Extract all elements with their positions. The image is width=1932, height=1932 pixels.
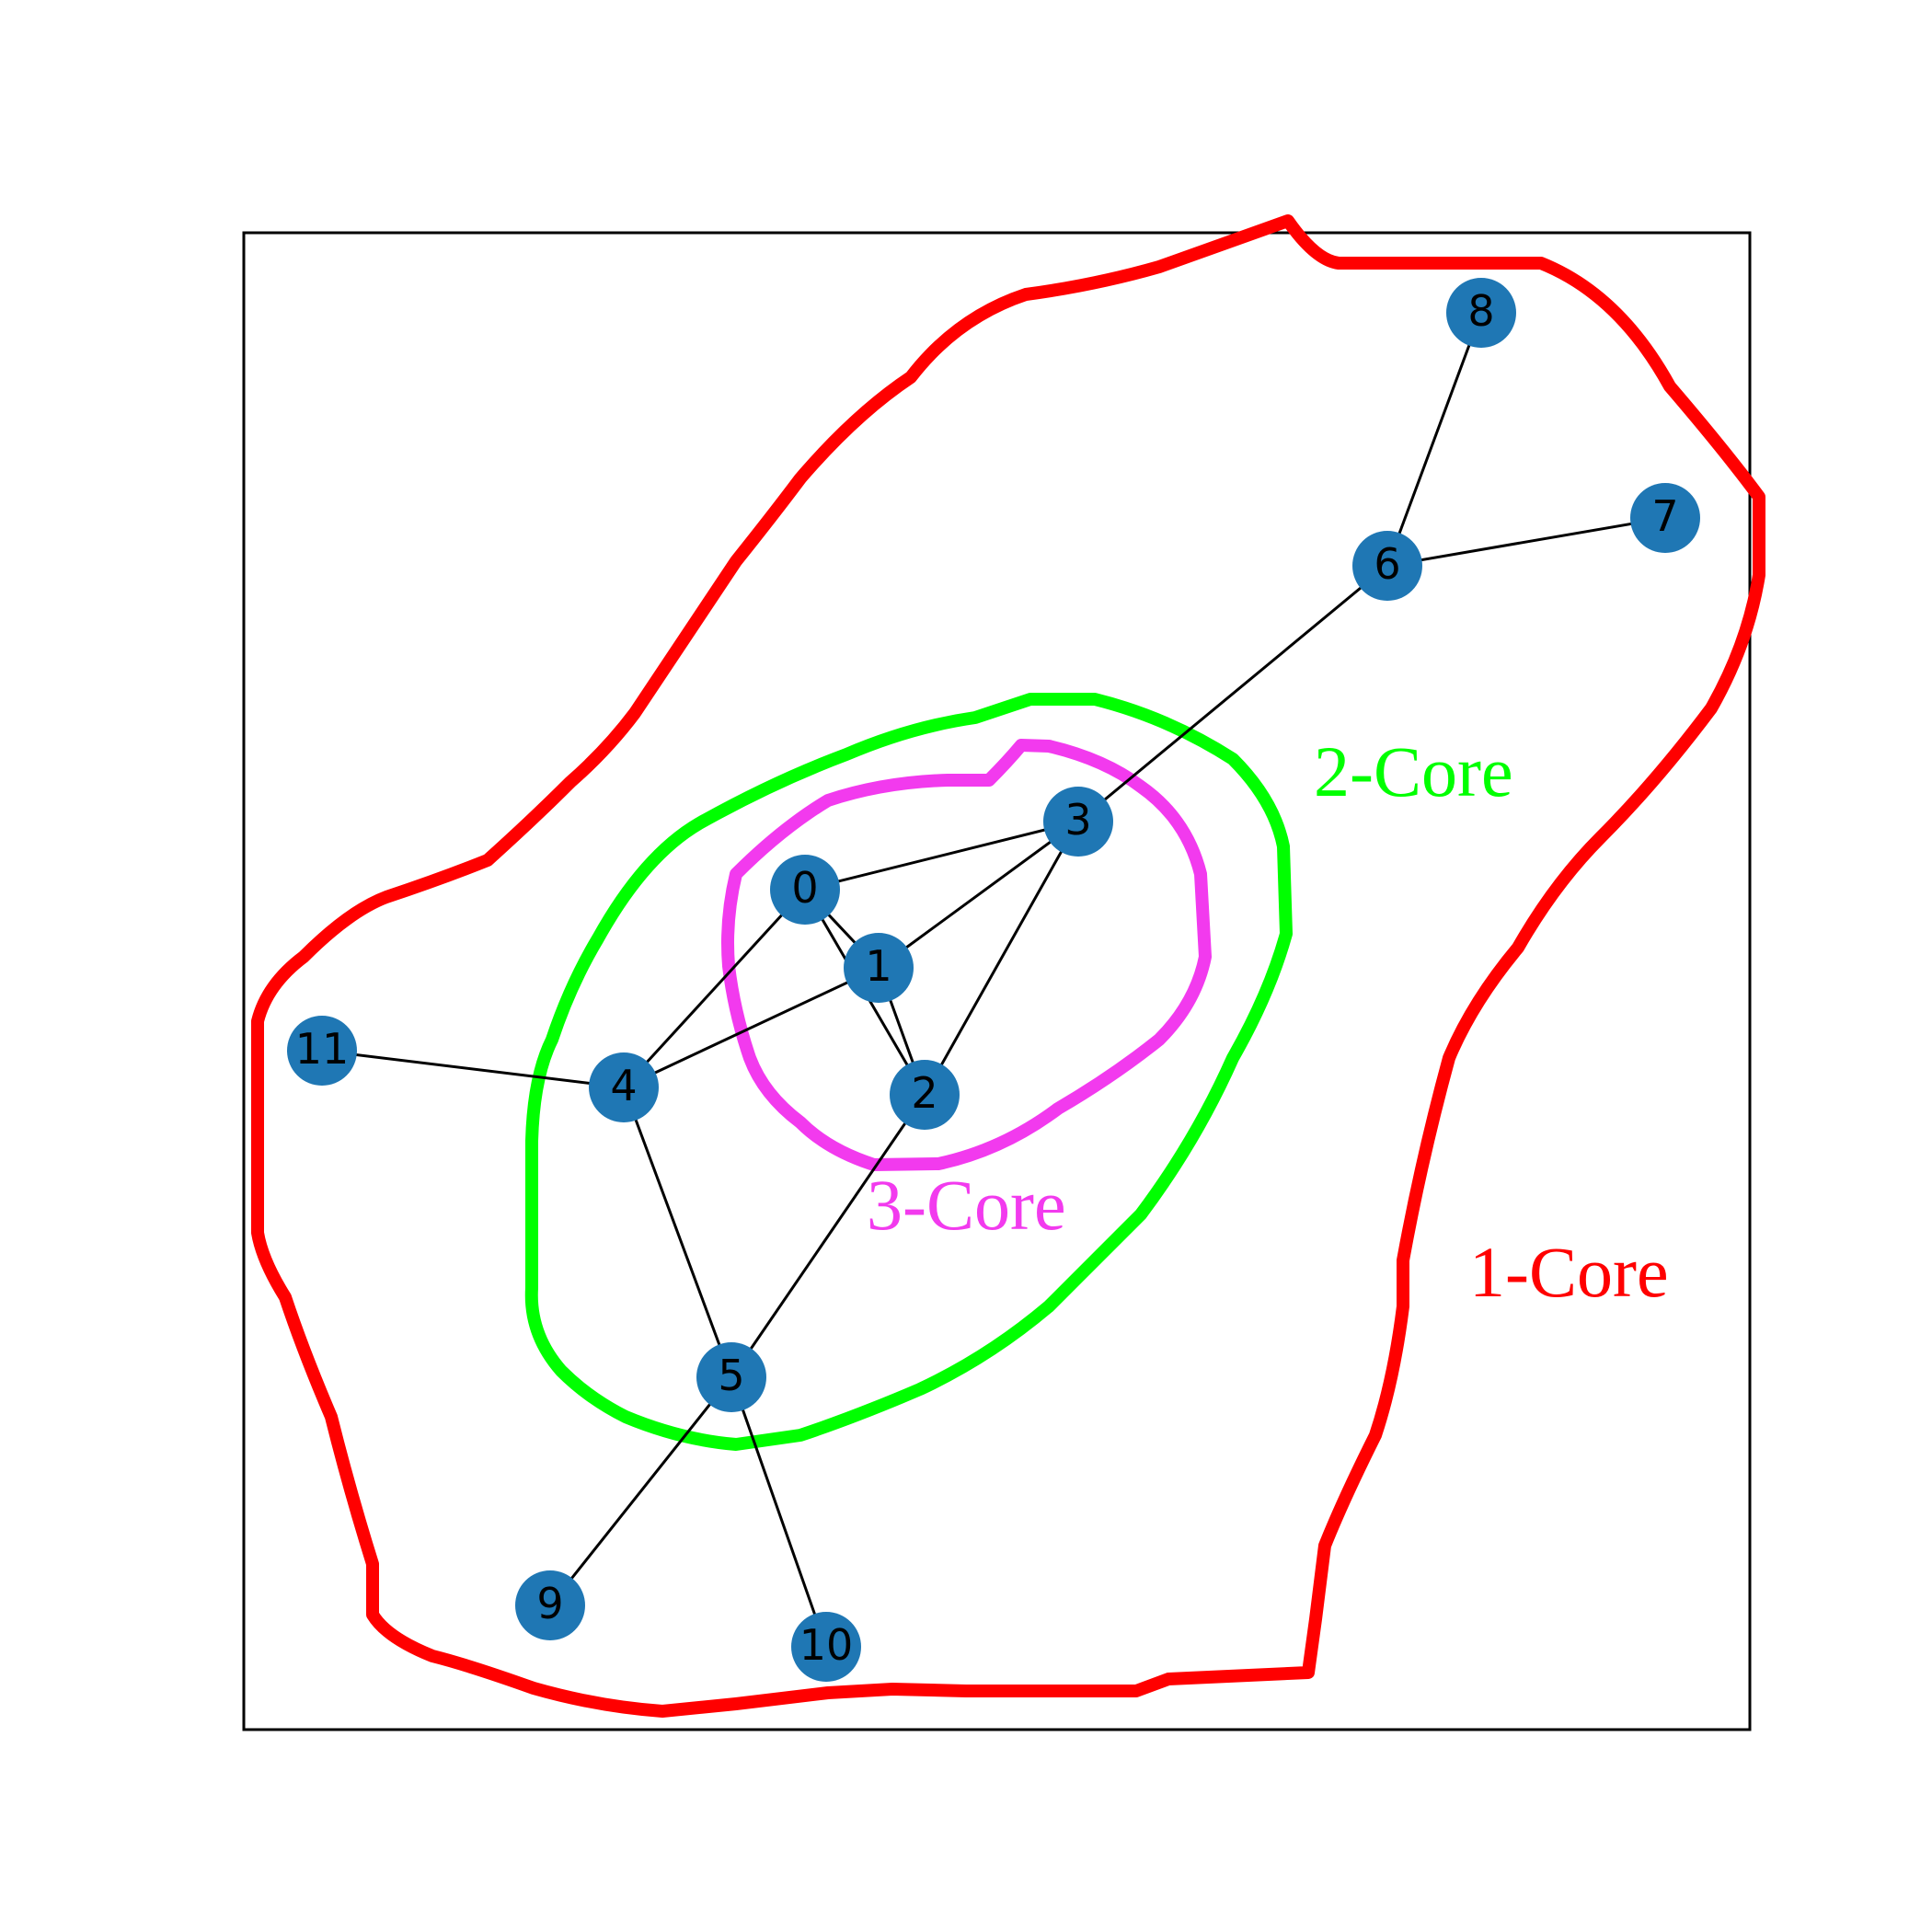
edge-6-7: [1386, 516, 1666, 568]
node-circle: [791, 1612, 861, 1682]
node-circle: [1630, 483, 1700, 553]
core-1-label: 1-Core: [1469, 1232, 1669, 1312]
node-label: 10: [799, 1620, 854, 1670]
node-circle: [287, 1016, 357, 1086]
node-circle: [515, 1570, 585, 1640]
edge-2-5: [730, 1094, 926, 1378]
node-label: 3: [1064, 795, 1091, 845]
node-label: 1: [865, 941, 891, 991]
node-circle: [589, 1052, 659, 1122]
node-label: 5: [718, 1351, 744, 1400]
node-label: 2: [911, 1068, 937, 1118]
edge-5-10: [730, 1376, 828, 1648]
edge-6-8: [1386, 312, 1483, 567]
edge-5-9: [548, 1376, 733, 1606]
nodes-layer: 01 2 3 4 5 6 7 8 9 10 11: [287, 278, 1700, 1682]
node-label: 6: [1374, 539, 1400, 589]
core-3-boundary: [721, 739, 1212, 1171]
edge-3-6: [1077, 564, 1388, 823]
edge-2-3: [923, 821, 1080, 1096]
node-circle: [1352, 531, 1422, 601]
node-5: 5: [696, 1342, 766, 1412]
core-2-boundary: [524, 693, 1293, 1451]
edge-4-5: [622, 1087, 733, 1378]
node-11: 11: [287, 1016, 357, 1086]
edges-layer: [321, 312, 1666, 1648]
node-2: 2: [890, 1060, 960, 1130]
node-10: 10: [791, 1612, 861, 1682]
node-4: 4: [589, 1052, 659, 1122]
node-8: 8: [1446, 278, 1516, 348]
node-label: 8: [1467, 286, 1494, 336]
core-3-label: 3-Core: [867, 1165, 1066, 1245]
node-label: 0: [791, 863, 818, 913]
node-circle: [696, 1342, 766, 1412]
edge-1-4: [623, 966, 880, 1089]
plot-frame: [242, 231, 1752, 1731]
node-label: 11: [295, 1024, 350, 1074]
node-label: 7: [1651, 491, 1678, 541]
node-circle: [770, 855, 840, 925]
node-circle: [1446, 278, 1516, 348]
node-circle: [844, 933, 914, 1003]
edge-0-4: [622, 888, 807, 1089]
node-1: 1: [844, 933, 914, 1003]
node-0: 0: [770, 855, 840, 925]
node-9: 9: [515, 1570, 585, 1640]
node-circle: [890, 1060, 960, 1130]
node-3: 3: [1043, 787, 1113, 857]
node-6: 6: [1352, 531, 1422, 601]
core-2-label: 2-Core: [1314, 731, 1513, 811]
node-label: 9: [536, 1579, 563, 1628]
core-1-boundary: [251, 214, 1765, 1718]
edge-0-3: [804, 820, 1079, 891]
node-label: 4: [610, 1061, 637, 1110]
node-7: 7: [1630, 483, 1700, 553]
node-circle: [1043, 787, 1113, 857]
edge-4-11: [321, 1049, 625, 1089]
edge-1-3: [878, 820, 1079, 970]
